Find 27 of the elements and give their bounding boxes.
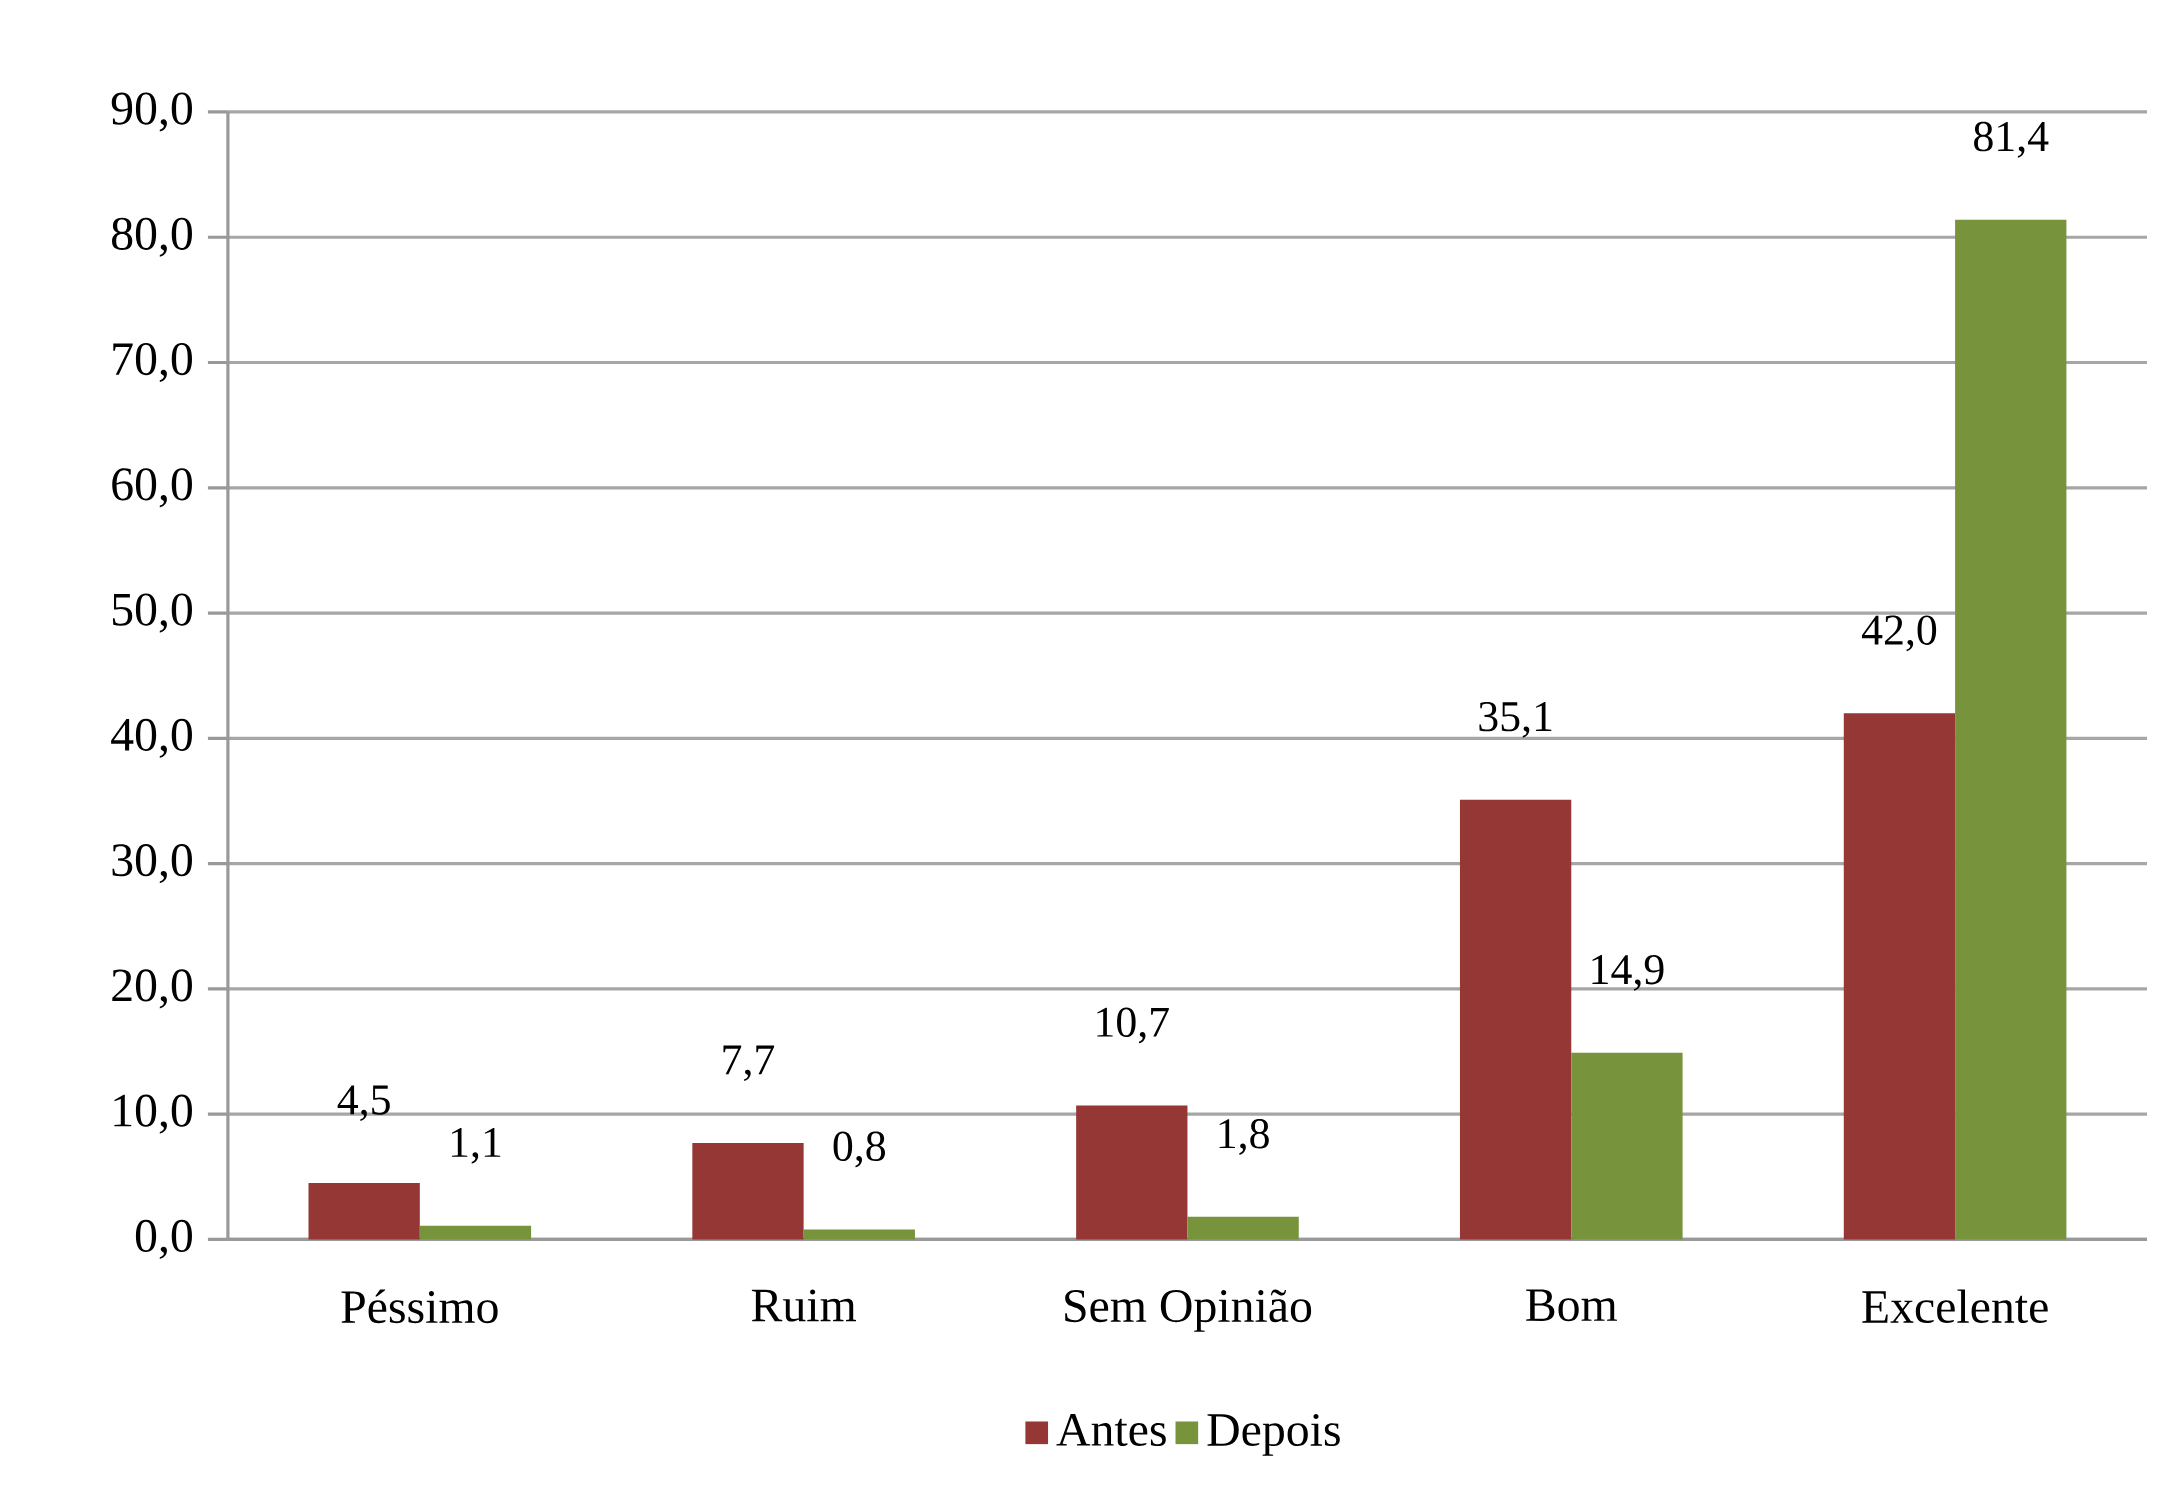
y-tick-label: 60,0 — [112, 468, 192, 508]
y-tick-label: 80,0 — [112, 217, 192, 257]
data-label: 0,8 — [833, 1131, 885, 1168]
y-tick-label: 90,0 — [111, 92, 192, 132]
data-label: 42,0 — [1861, 615, 1937, 652]
legend-label: Depois — [1207, 1413, 1340, 1456]
y-tick-label: 30,0 — [112, 843, 192, 884]
data-label: 10,7 — [1097, 1007, 1169, 1044]
legend-label: Antes — [1056, 1413, 1166, 1446]
y-tick-label: 70,0 — [113, 342, 192, 382]
y-tick-label: 0,0 — [135, 1219, 192, 1259]
y-tick-label: 20,0 — [112, 969, 192, 1009]
y-tick-label: 50,0 — [112, 593, 192, 633]
data-label: 14,9 — [1592, 954, 1664, 991]
x-tick-label: Excelente — [1862, 1289, 2048, 1323]
x-tick-label: Sem Opinião — [1065, 1289, 1312, 1332]
data-label: 1,8 — [1219, 1118, 1269, 1155]
data-label: 1,1 — [451, 1127, 501, 1164]
x-tick-label: Ruim — [751, 1289, 856, 1322]
data-label: 4,5 — [337, 1085, 390, 1121]
y-tick-label: 10,0 — [114, 1094, 192, 1134]
data-label: 35,1 — [1479, 701, 1552, 738]
y-tick-label: 40,0 — [111, 718, 192, 758]
data-label: 7,7 — [723, 1045, 775, 1081]
x-tick-label: Péssimo — [341, 1289, 498, 1324]
x-tick-label: Bom — [1526, 1289, 1617, 1322]
data-label: 81,4 — [1974, 121, 2049, 158]
